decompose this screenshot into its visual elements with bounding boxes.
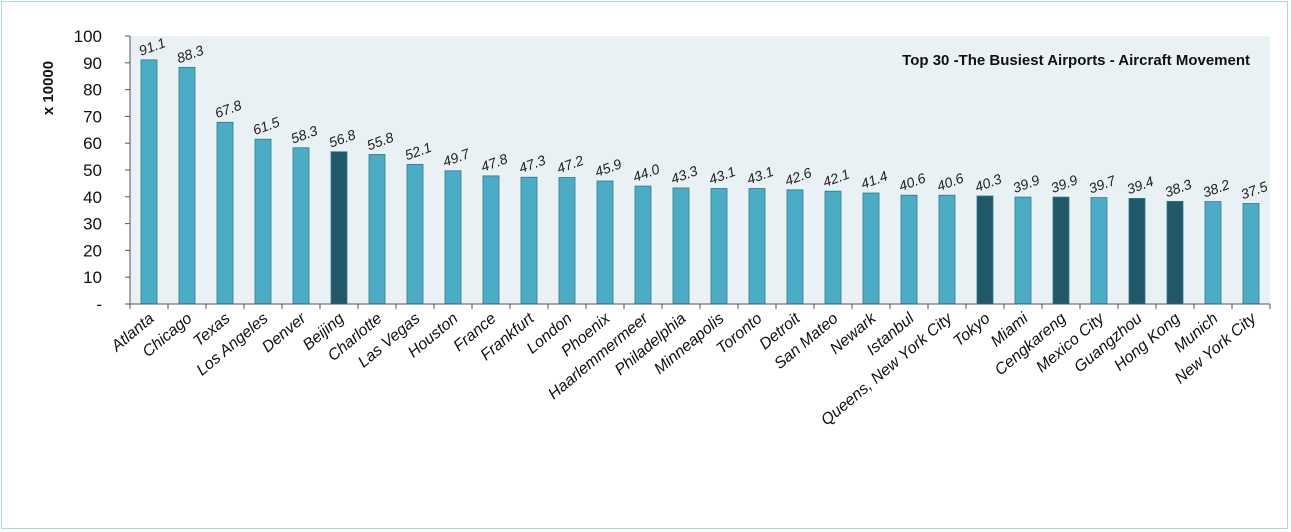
bar-mexico-city	[1090, 197, 1108, 305]
y-tick-label: 50	[83, 161, 102, 180]
y-tick-label: -	[96, 295, 102, 314]
bar-denver	[292, 147, 310, 305]
bars-group	[140, 59, 1260, 305]
bar-newark	[862, 192, 880, 305]
plot-area	[130, 36, 1270, 304]
bar-new-york-city	[1242, 203, 1260, 305]
bar-san-mateo	[824, 190, 842, 305]
bar-detroit	[786, 189, 804, 305]
bar-philadelphia	[672, 187, 690, 305]
bar-texas	[216, 121, 234, 305]
bar-los-angeles	[254, 138, 272, 305]
y-tick-label: 30	[83, 215, 102, 234]
bar-guangzhou	[1128, 198, 1146, 305]
bar-toronto	[748, 188, 766, 305]
x-category-label: Tokyo	[950, 310, 993, 350]
y-tick-label: 20	[83, 241, 102, 260]
y-tick-label: 100	[74, 27, 102, 46]
bar-hong-kong	[1166, 200, 1184, 305]
bar-las-vegas	[406, 163, 424, 305]
bar-beijing	[330, 151, 348, 305]
y-tick-label: 80	[83, 81, 102, 100]
y-ticks-group: - 10 20 30 40 50 60 70 80 90 100	[74, 27, 130, 314]
bar-chicago	[178, 66, 196, 305]
bar-london	[558, 177, 576, 305]
bar-queens-new-york-city	[938, 194, 956, 305]
bar-frankfurt	[520, 176, 538, 305]
chart-title: Top 30 -The Busiest Airports - Aircraft …	[902, 52, 1250, 69]
y-tick-label: 70	[83, 107, 102, 126]
bar-houston	[444, 170, 462, 305]
y-axis-label: x 10000	[40, 61, 57, 115]
bar-miami	[1014, 196, 1032, 305]
y-tick-label: 90	[83, 54, 102, 73]
bar-tokyo	[976, 195, 994, 305]
bar-atlanta	[140, 59, 158, 305]
y-tick-label: 60	[83, 134, 102, 153]
bar-minneapolis	[710, 188, 728, 305]
y-tick-label: 10	[83, 268, 102, 287]
bar-cengkareng	[1052, 196, 1070, 305]
bar-phoenix	[596, 180, 614, 305]
y-tick-label: 40	[83, 188, 102, 207]
bar-haarlemmermeer	[634, 185, 652, 305]
bar-istanbul	[900, 194, 918, 305]
bar-france	[482, 175, 500, 305]
bar-charlotte	[368, 154, 386, 305]
x-category-label: Denver	[259, 310, 310, 357]
bar-munich	[1204, 201, 1222, 305]
